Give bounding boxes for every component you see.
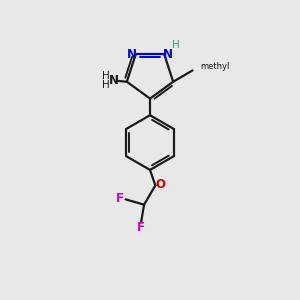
Text: F: F [116,192,124,205]
Text: N: N [127,48,137,61]
Text: methyl: methyl [200,62,229,71]
Text: F: F [137,221,145,234]
Text: H: H [101,71,109,81]
Text: N: N [109,74,119,87]
Text: N: N [163,48,173,61]
Text: H: H [101,80,109,90]
Text: O: O [156,178,166,191]
Text: H: H [172,40,179,50]
